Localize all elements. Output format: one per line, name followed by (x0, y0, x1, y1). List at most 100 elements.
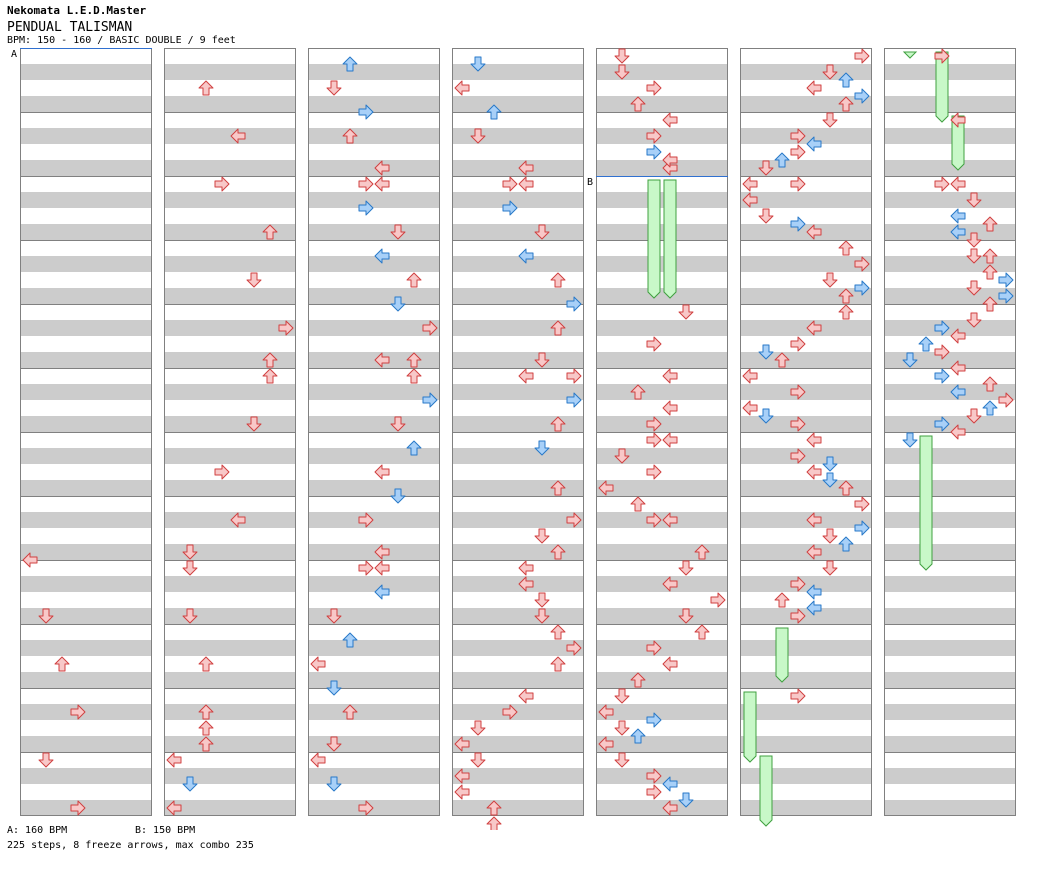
arrow-left-icon (806, 136, 822, 152)
arrow-up-icon (486, 104, 502, 120)
arrow-down-icon (326, 736, 342, 752)
arrow-down-icon (470, 752, 486, 768)
arrow-down-icon (902, 432, 918, 448)
step-chart: AB (11, 48, 1016, 830)
arrow-down-icon (534, 440, 550, 456)
beat-band (164, 192, 296, 208)
arrow-right-icon (566, 640, 582, 656)
arrow-up-icon (550, 416, 566, 432)
arrow-down-icon (822, 472, 838, 488)
arrow-up-icon (982, 264, 998, 280)
arrow-left-icon (374, 560, 390, 576)
arrow-left-icon (950, 112, 966, 128)
arrow-up-icon (550, 320, 566, 336)
arrow-right-icon (934, 176, 950, 192)
beat-band (20, 768, 152, 784)
beat-band (20, 640, 152, 656)
column-border (884, 48, 1016, 816)
arrow-left-icon (806, 432, 822, 448)
beat-band (308, 96, 440, 112)
arrow-up-icon (198, 736, 214, 752)
beat-band (596, 736, 728, 752)
beat-band (164, 576, 296, 592)
arrow-down-icon (966, 248, 982, 264)
beat-band (740, 320, 872, 336)
arrow-up-icon (54, 656, 70, 672)
arrow-down-icon (534, 224, 550, 240)
arrow-right-icon (790, 576, 806, 592)
arrow-up-icon (630, 672, 646, 688)
arrow-down-icon (470, 720, 486, 736)
arrow-right-icon (934, 320, 950, 336)
arrow-up-icon (486, 816, 502, 830)
arrow-down-icon (678, 560, 694, 576)
beat-band (20, 512, 152, 528)
freeze-arrow (743, 691, 757, 763)
arrow-down-icon (822, 64, 838, 80)
beat-band (740, 128, 872, 144)
beat-band (884, 352, 1016, 368)
beat-band (596, 512, 728, 528)
beat-band (308, 416, 440, 432)
beat-band (596, 224, 728, 240)
arrow-left-icon (806, 584, 822, 600)
arrow-down-icon (966, 408, 982, 424)
arrow-up-icon (406, 352, 422, 368)
arrow-down-icon (758, 160, 774, 176)
beat-band (596, 640, 728, 656)
beat-band (452, 288, 584, 304)
arrow-right-icon (214, 176, 230, 192)
beat-band (884, 192, 1016, 208)
arrow-down-icon (678, 792, 694, 808)
beat-band (596, 128, 728, 144)
arrow-right-icon (854, 496, 870, 512)
arrow-down-icon (614, 752, 630, 768)
arrow-right-icon (646, 712, 662, 728)
column-border (740, 48, 872, 816)
beat-band (308, 64, 440, 80)
beat-band (740, 576, 872, 592)
beat-band (596, 96, 728, 112)
beat-band (164, 768, 296, 784)
beat-band (452, 672, 584, 688)
beat-band (740, 640, 872, 656)
beat-band (884, 320, 1016, 336)
beat-band (308, 576, 440, 592)
freeze-arrow (902, 51, 918, 59)
beat-band (164, 544, 296, 560)
beat-band (308, 800, 440, 816)
beat-band (20, 320, 152, 336)
arrow-up-icon (550, 624, 566, 640)
arrow-left-icon (950, 360, 966, 376)
arrow-right-icon (790, 384, 806, 400)
arrow-up-icon (198, 720, 214, 736)
beat-band (308, 320, 440, 336)
arrow-down-icon (678, 304, 694, 320)
arrow-left-icon (166, 752, 182, 768)
beat-band (20, 352, 152, 368)
beat-band (20, 160, 152, 176)
arrow-down-icon (326, 608, 342, 624)
beat-band (164, 224, 296, 240)
beat-band (452, 768, 584, 784)
arrow-left-icon (662, 800, 678, 816)
arrow-up-icon (838, 304, 854, 320)
beat-band (740, 480, 872, 496)
bpm-marker-label: A (11, 49, 17, 60)
arrow-up-icon (198, 704, 214, 720)
beat-band (596, 160, 728, 176)
beat-band (452, 512, 584, 528)
arrow-down-icon (390, 416, 406, 432)
arrow-up-icon (630, 728, 646, 744)
arrow-right-icon (790, 336, 806, 352)
arrow-up-icon (694, 544, 710, 560)
arrow-left-icon (950, 328, 966, 344)
arrow-left-icon (806, 512, 822, 528)
arrow-left-icon (950, 176, 966, 192)
arrow-down-icon (614, 448, 630, 464)
arrow-up-icon (630, 96, 646, 112)
arrow-left-icon (518, 560, 534, 576)
arrow-right-icon (854, 520, 870, 536)
beat-band (164, 384, 296, 400)
beat-band (20, 576, 152, 592)
